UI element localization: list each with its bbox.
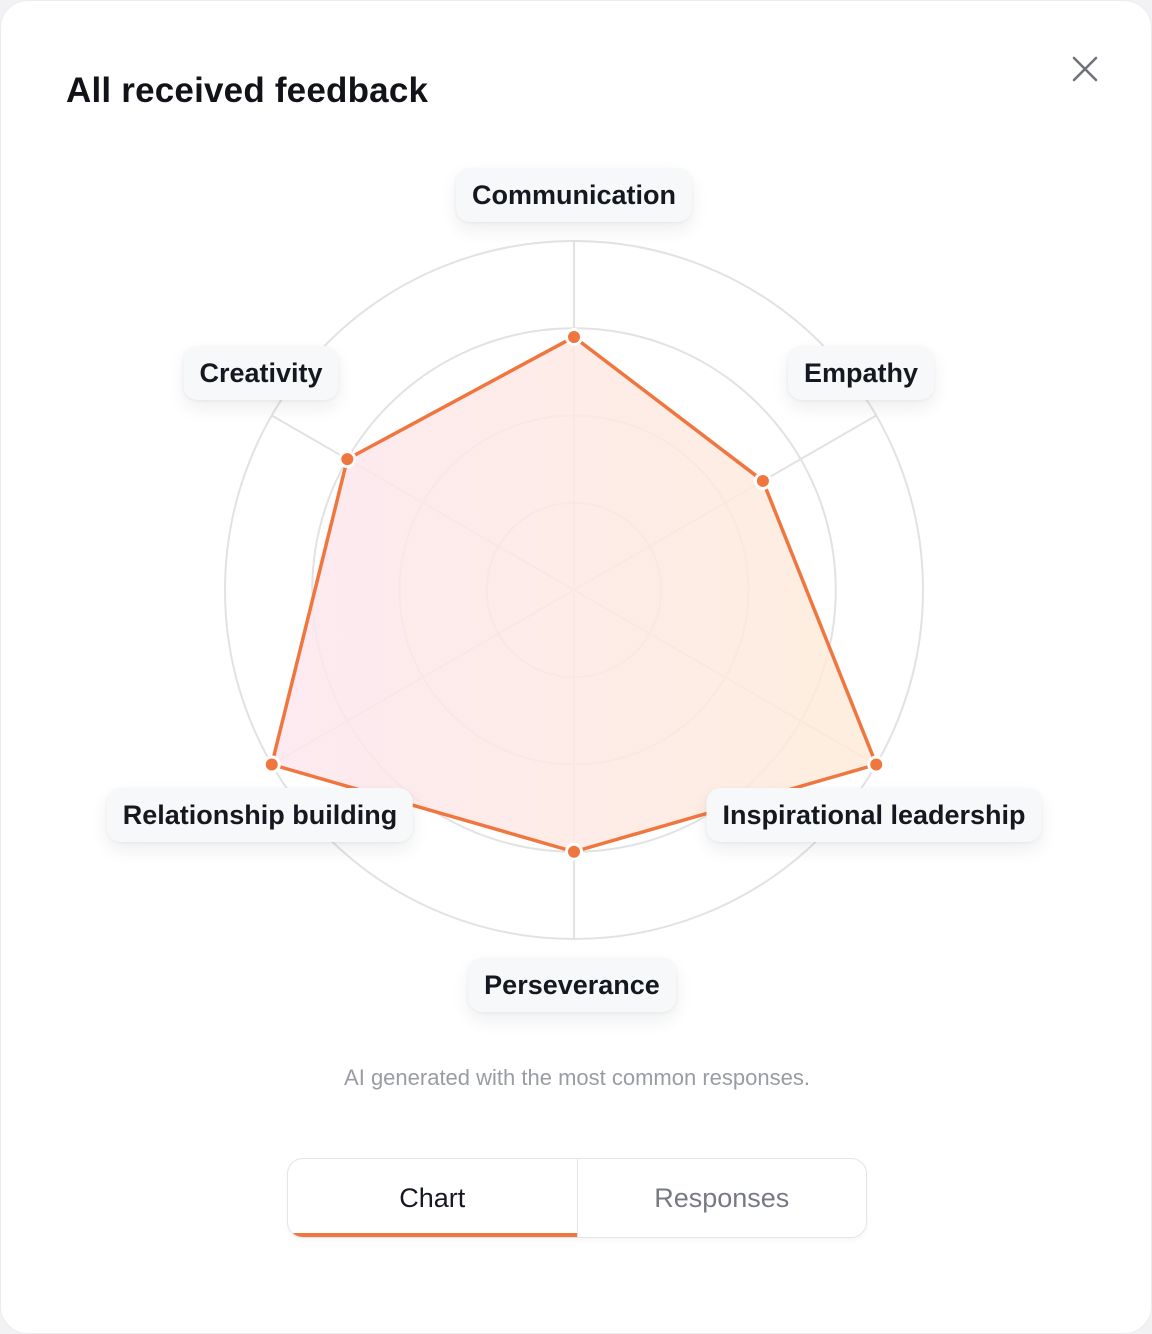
- radar-axis-label: Creativity: [183, 346, 339, 400]
- radar-axis-label: Communication: [455, 168, 693, 222]
- dialog-title: All received feedback: [66, 71, 429, 110]
- tab-chart[interactable]: Chart: [288, 1159, 577, 1237]
- radar-data-polygon: [270, 335, 878, 854]
- radar-axis-label: Inspirational leadership: [706, 788, 1042, 842]
- radar-data-point: [867, 755, 886, 774]
- radar-data-point: [565, 842, 583, 861]
- tab-responses-label: Responses: [654, 1182, 790, 1213]
- radar-axis-label: Relationship building: [106, 788, 414, 842]
- tab-responses[interactable]: Responses: [576, 1159, 867, 1237]
- close-button[interactable]: [1063, 47, 1107, 91]
- close-icon: [1072, 56, 1098, 82]
- radar-data-point: [338, 450, 357, 469]
- active-tab-indicator: [288, 1233, 577, 1237]
- radar-chart: [224, 240, 924, 940]
- view-toggle: Chart Responses: [287, 1158, 867, 1238]
- radar-data-point: [753, 471, 772, 490]
- tab-chart-label: Chart: [399, 1182, 466, 1213]
- radar-axis-label: Perseverance: [468, 958, 676, 1012]
- radar-axis-label: Empathy: [787, 346, 935, 400]
- radar-data-point: [262, 755, 281, 774]
- ai-caption: AI generated with the most common respon…: [344, 1065, 810, 1090]
- radar-data-point: [565, 327, 583, 346]
